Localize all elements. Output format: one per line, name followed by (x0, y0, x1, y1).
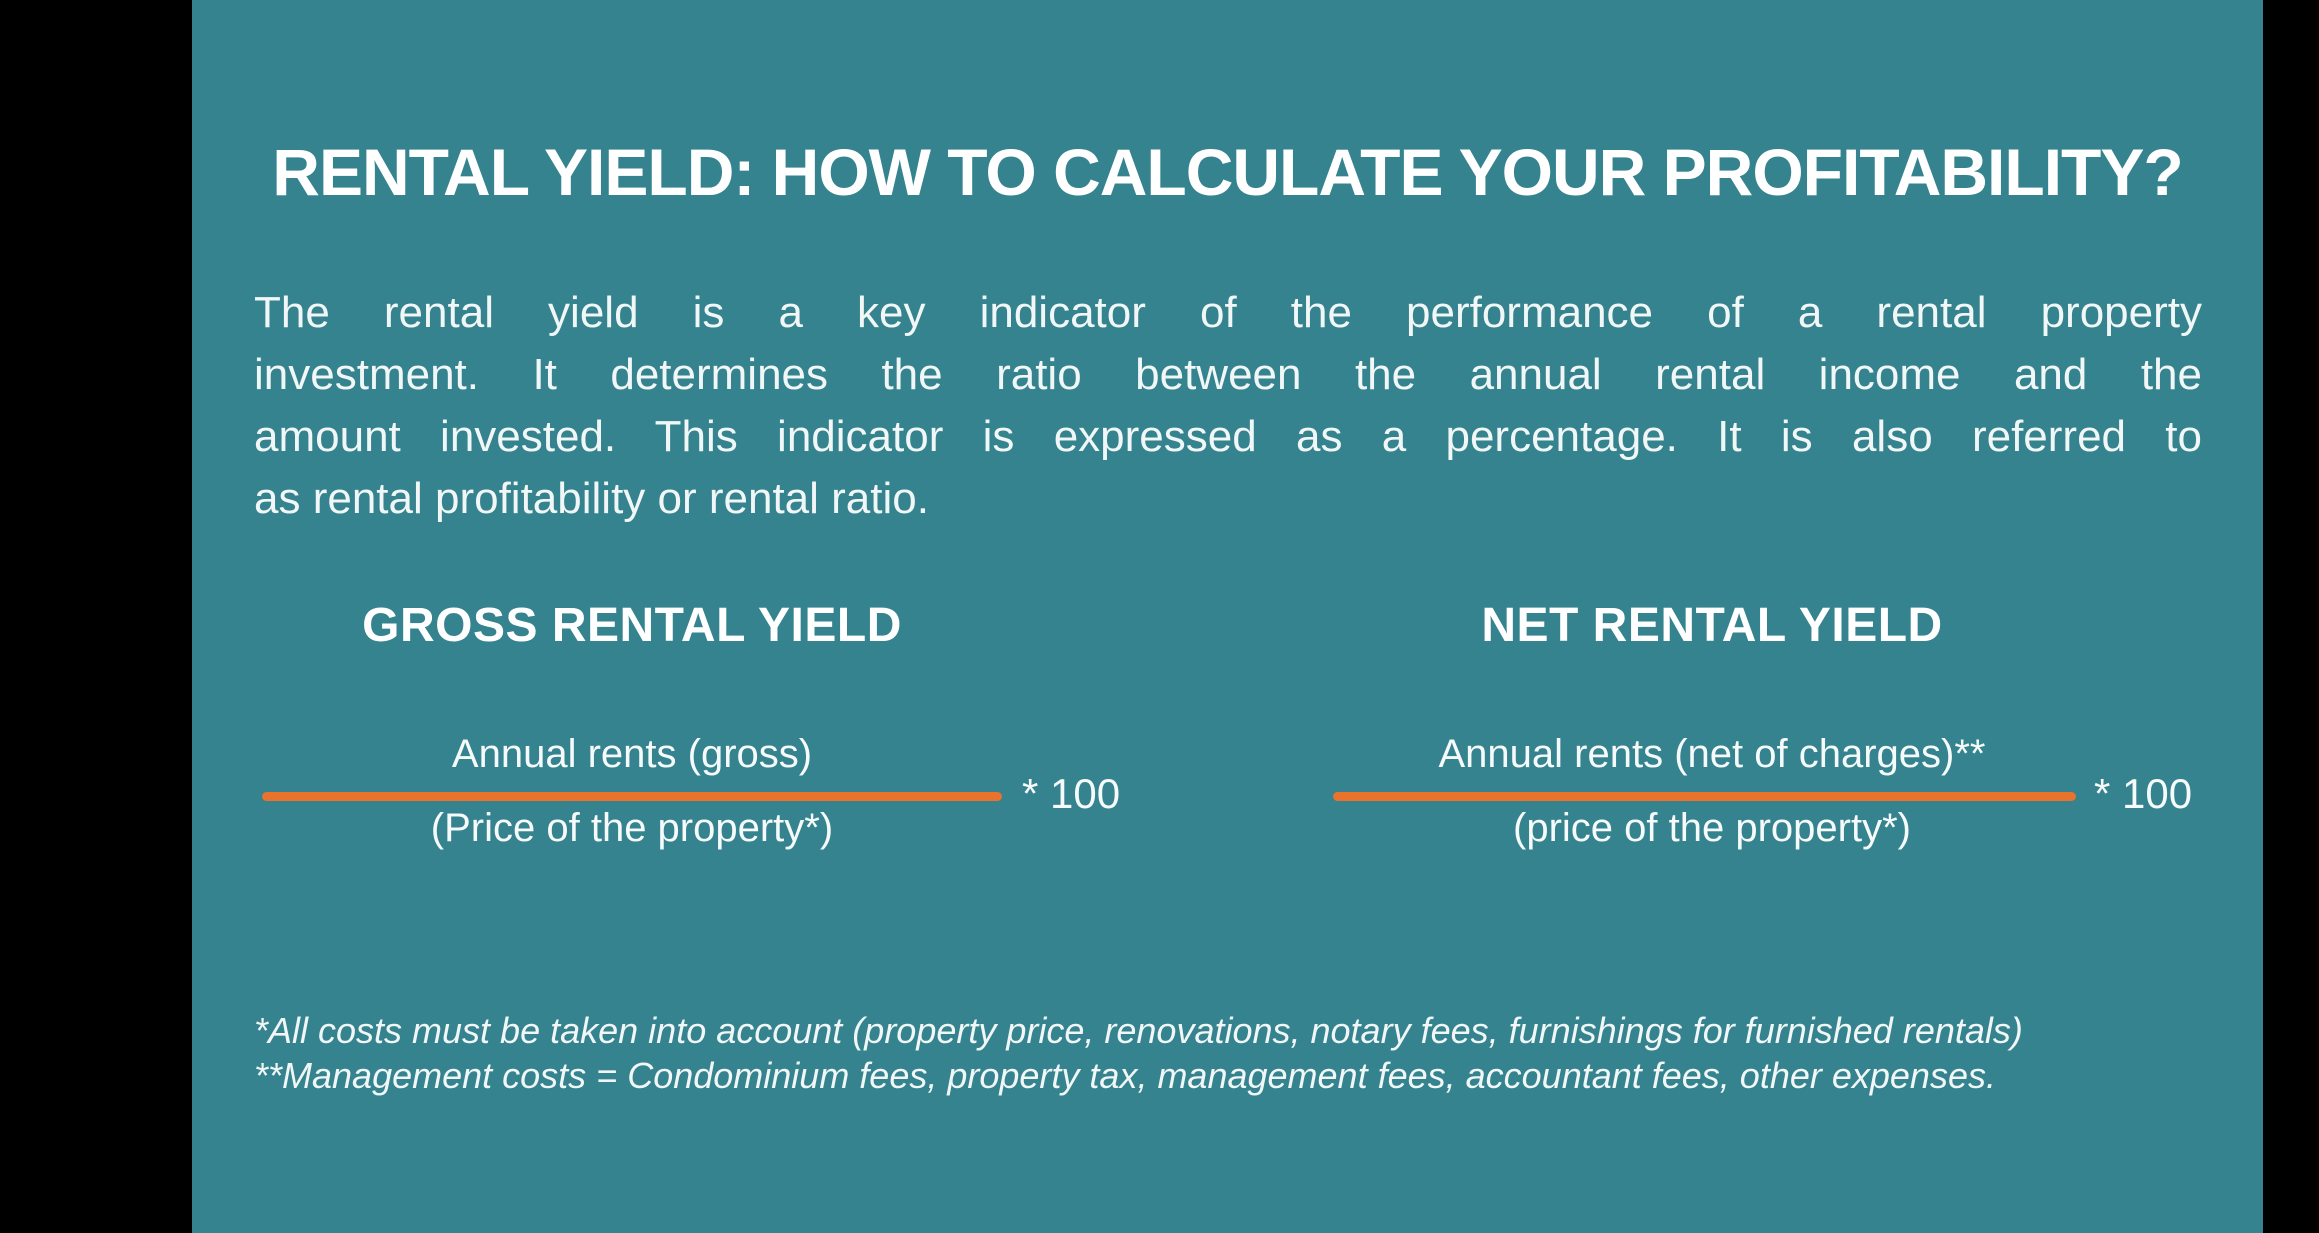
intro-line-4: as rental profitability or rental ratio. (254, 474, 929, 523)
gross-yield-heading: GROSS RENTAL YIELD (362, 599, 902, 652)
gross-formula-multiplier: * 100 (1022, 770, 1121, 817)
net-formula-numerator: Annual rents (net of charges)** (1438, 732, 1986, 776)
page-title: RENTAL YIELD: HOW TO CALCULATE YOUR PROF… (272, 135, 2183, 209)
gross-formula-numerator: Annual rents (gross) (451, 732, 813, 776)
gross-fraction-bar (262, 792, 1002, 801)
net-fraction-bar (1333, 792, 2076, 801)
net-formula-multiplier: * 100 (2094, 770, 2193, 817)
footnote-management-costs: **Management costs = Condominium fees, p… (254, 1055, 1996, 1096)
intro-line-1: The rental yield is a key indicator of t… (254, 288, 2202, 337)
intro-paragraph: The rental yield is a key indicator of t… (254, 282, 2202, 530)
net-yield-heading: NET RENTAL YIELD (1481, 599, 1943, 652)
teal-slide-panel: RENTAL YIELD: HOW TO CALCULATE YOUR PROF… (192, 0, 2263, 1233)
intro-line-2: investment. It determines the ratio betw… (254, 350, 2202, 399)
net-formula-denominator: (price of the property*) (1513, 806, 1911, 850)
intro-line-3: amount invested. This indicator is expre… (254, 412, 2202, 461)
footnotes-block: *All costs must be taken into account (p… (254, 1008, 2234, 1098)
footnote-costs: *All costs must be taken into account (p… (254, 1010, 2023, 1051)
gross-formula-denominator: (Price of the property*) (430, 806, 834, 850)
